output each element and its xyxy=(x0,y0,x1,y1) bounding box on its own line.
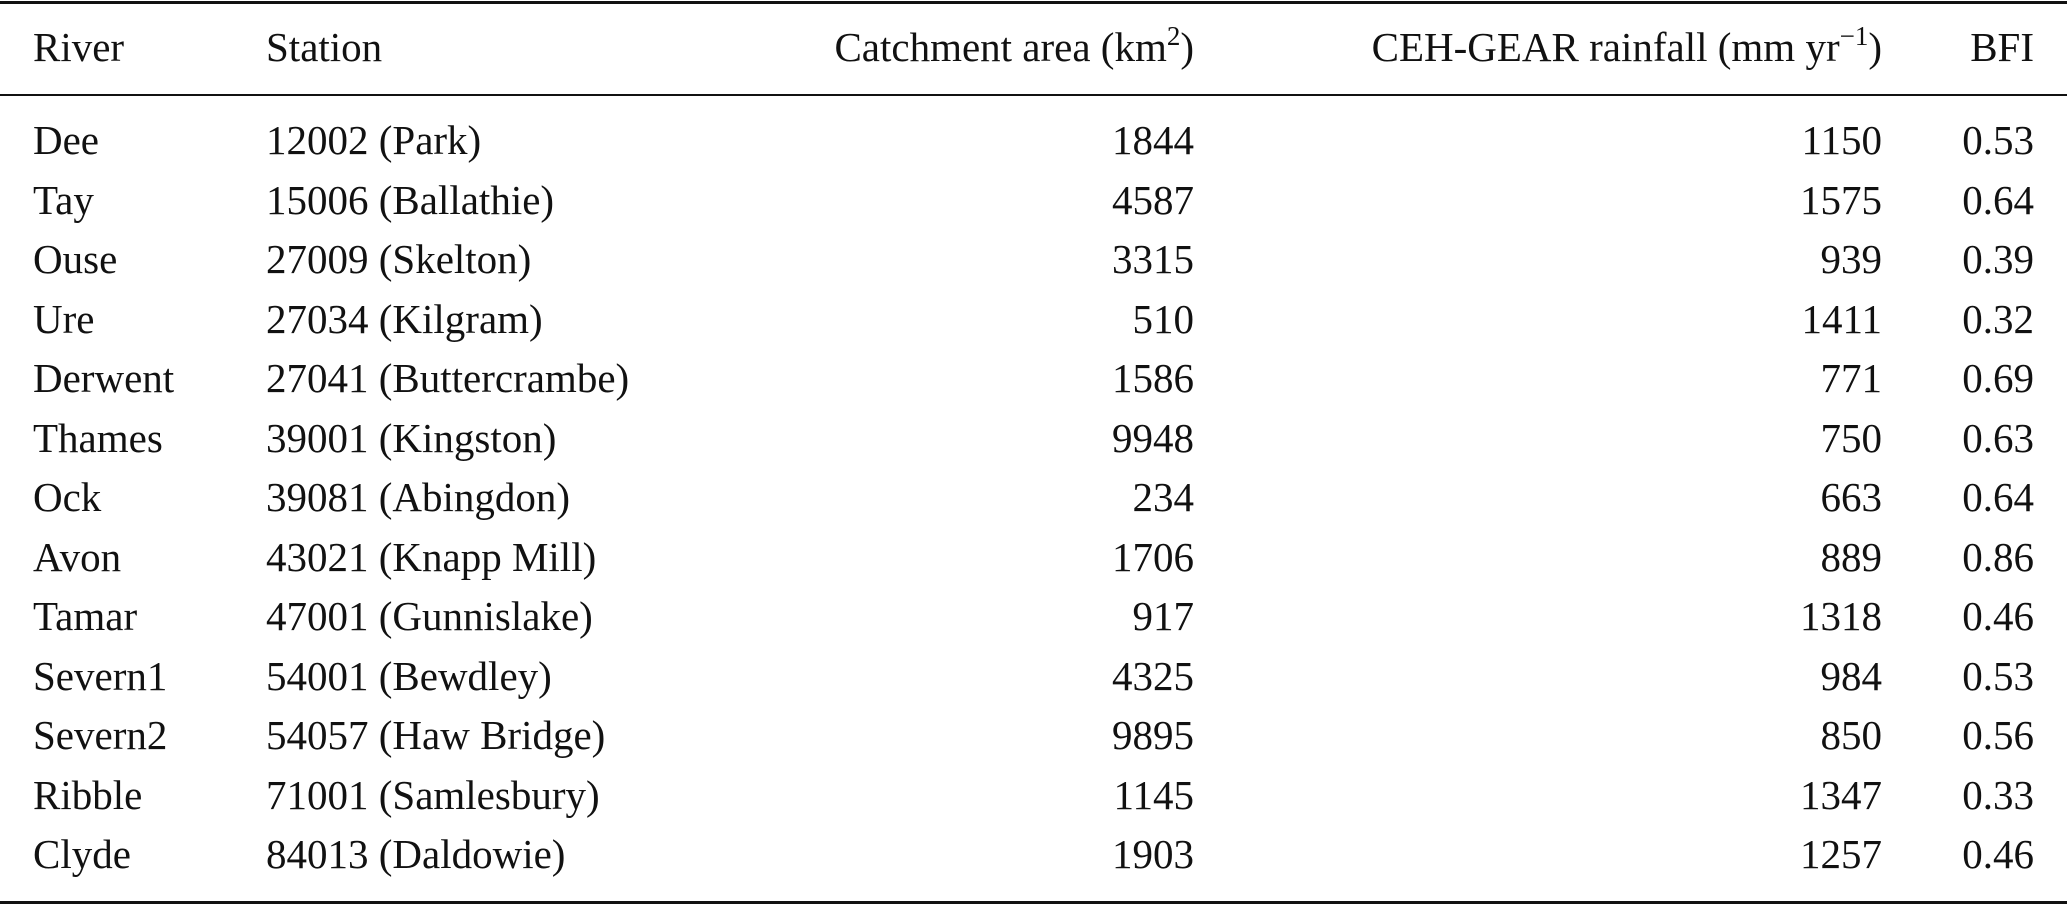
table-cell: 15006 (Ballathie) xyxy=(266,176,555,223)
header-cell: BFI xyxy=(1970,24,2034,70)
table-cell: 939 xyxy=(1820,236,1883,282)
table-cell: 27009 (Skelton) xyxy=(266,236,532,282)
top-rule xyxy=(0,1,2067,4)
table-cell: 0.46 xyxy=(1962,831,2034,877)
header-cell: Catchment area (km2) xyxy=(834,22,1194,72)
table-cell: Ouse xyxy=(33,236,118,282)
table-cell: 1411 xyxy=(1801,295,1882,342)
table-cell: Severn2 xyxy=(33,712,168,758)
table-cell: 9895 xyxy=(1112,712,1194,758)
table-cell: 917 xyxy=(1132,593,1195,639)
table-cell: Avon xyxy=(33,533,122,580)
table-cell: 27041 (Buttercrambe) xyxy=(266,355,630,401)
table-cell: 0.39 xyxy=(1962,236,2034,282)
table-cell: 12002 (Park) xyxy=(266,117,482,163)
header-cell: Station xyxy=(266,24,383,70)
table-cell: 0.46 xyxy=(1962,593,2034,639)
bottom-rule xyxy=(0,901,2067,904)
table-cell: 39001 (Kingston) xyxy=(266,414,557,461)
table-cell: 27034 (Kilgram) xyxy=(266,295,543,342)
table-cell: 0.53 xyxy=(1962,117,2034,163)
table-cell: 0.33 xyxy=(1962,771,2034,818)
table-cell: 850 xyxy=(1820,712,1883,758)
table-cell: 9948 xyxy=(1112,414,1194,461)
table-cell: 889 xyxy=(1820,533,1883,580)
table-cell: 1150 xyxy=(1801,117,1882,163)
table-cell: 54057 (Haw Bridge) xyxy=(266,712,606,758)
table-cell: 0.64 xyxy=(1962,474,2034,520)
table-cell: Derwent xyxy=(33,355,175,401)
table-cell: Tay xyxy=(33,176,94,223)
table-cell: 1903 xyxy=(1112,831,1194,877)
table-cell: Ribble xyxy=(33,771,143,818)
table-cell: 3315 xyxy=(1112,236,1194,282)
table-cell: 1575 xyxy=(1800,176,1882,223)
table-cell: 1844 xyxy=(1112,117,1194,163)
header-cell: River xyxy=(33,24,125,70)
table-cell: Clyde xyxy=(33,831,131,877)
header-text: Catchment area (km xyxy=(834,24,1167,70)
header-text: CEH-GEAR rainfall (mm yr xyxy=(1371,24,1840,70)
table-cell: 54001 (Bewdley) xyxy=(266,652,552,699)
table-cell: 984 xyxy=(1820,652,1883,699)
table-cell: 1586 xyxy=(1112,355,1194,401)
table-cell: 4325 xyxy=(1112,652,1194,699)
table-cell: Thames xyxy=(33,414,163,461)
table-cell: Dee xyxy=(33,117,100,163)
table-cell: 71001 (Samlesbury) xyxy=(266,771,600,818)
table-cell: 1706 xyxy=(1112,533,1194,580)
table-cell: 1318 xyxy=(1800,593,1882,639)
table-cell: 0.32 xyxy=(1962,295,2034,342)
table-cell: 663 xyxy=(1820,474,1883,520)
table-cell: 1257 xyxy=(1800,831,1882,877)
table-cell: 39081 (Abingdon) xyxy=(266,474,571,520)
table-cell: 84013 (Daldowie) xyxy=(266,831,566,877)
table-cell: 750 xyxy=(1820,414,1883,461)
table-cell: 1145 xyxy=(1113,771,1194,818)
table-cell: Ure xyxy=(33,295,95,342)
header-sup: −1 xyxy=(1839,21,1869,51)
header-sup: 2 xyxy=(1166,21,1181,51)
table-cell: 1347 xyxy=(1800,771,1882,818)
header-text: ) xyxy=(1180,24,1194,70)
table-cell: 234 xyxy=(1132,474,1195,520)
table-cell: 0.86 xyxy=(1962,533,2034,580)
table-cell: 0.56 xyxy=(1962,712,2034,758)
table-cell: 0.63 xyxy=(1962,414,2034,461)
table-cell: 510 xyxy=(1132,295,1195,342)
header-rule xyxy=(0,94,2067,96)
table-cell: 4587 xyxy=(1112,176,1194,223)
table-cell: 43021 (Knapp Mill) xyxy=(266,533,597,580)
header-text: ) xyxy=(1868,24,1882,70)
table-cell: Severn1 xyxy=(33,652,168,699)
header-cell: CEH-GEAR rainfall (mm yr−1) xyxy=(1372,22,1882,72)
table-cell: 0.64 xyxy=(1962,176,2034,223)
table-cell: Tamar xyxy=(33,593,138,639)
table-cell: 0.69 xyxy=(1962,355,2034,401)
table-cell: 771 xyxy=(1820,355,1883,401)
table-cell: Ock xyxy=(33,474,102,520)
table-cell: 0.53 xyxy=(1962,652,2034,699)
table-cell: 47001 (Gunnislake) xyxy=(266,593,593,639)
